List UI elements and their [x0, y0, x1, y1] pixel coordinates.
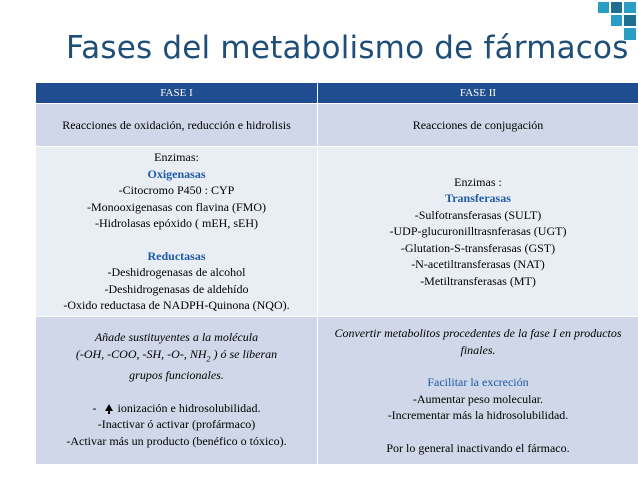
- enzymes-row: Enzimas: Oxigenasas -Citocromo P450 : CY…: [35, 146, 638, 317]
- effect-line: -Aumentar peso molecular.: [412, 391, 544, 406]
- function-fase-1: Añade sustituyentes a la molécula (-OH, …: [35, 316, 318, 465]
- effect-line: -Incrementar más la hidrosolubilidad.: [387, 408, 569, 422]
- enzyme-item: -Deshidrogenasas de alcohol: [107, 265, 246, 280]
- enzyme-item: -Glutation-S-transferasas (GST): [400, 240, 556, 255]
- phases-table: FASE I FASE II Reacciones de oxidación, …: [35, 82, 638, 465]
- effect-line: -Inactivar ó activar (profármaco): [97, 417, 256, 432]
- excretion-subtitle: Facilitar la excreción: [427, 375, 529, 389]
- enzimas-label: Enzimas :: [454, 174, 502, 189]
- header-row: FASE I FASE II: [35, 82, 638, 104]
- effect-line: - ionización e hidrosolubilidad.: [92, 400, 261, 415]
- reactions-fase-1: Reacciones de oxidación, reducción e hid…: [35, 103, 318, 147]
- reactions-row: Reacciones de oxidación, reducción e hid…: [35, 103, 638, 147]
- enzymes-fase-2: Enzimas : Transferasas -Sulfotransferasa…: [317, 146, 638, 317]
- function-line: grupos funcionales.: [129, 368, 224, 383]
- oxigenasas-title: Oxigenasas: [147, 166, 206, 181]
- enzyme-item: -N-acetiltransferasas (NAT): [411, 257, 545, 272]
- reductasas-title: Reductasas: [147, 248, 206, 263]
- transferasas-title: Transferasas: [445, 191, 511, 206]
- enzyme-item: -Deshidrogenasas de aldehído: [104, 281, 249, 296]
- header-fase-1: FASE I: [35, 82, 318, 104]
- function-line: Convertir metabolitos procedentes de la …: [334, 326, 622, 357]
- header-fase-2: FASE II: [317, 82, 638, 104]
- enzyme-item: -Monooxigenasas con flavina (FMO): [87, 199, 266, 214]
- enzyme-item: -Hidrolasas epóxido ( mEH, sEH): [95, 216, 258, 231]
- enzimas-label: Enzimas:: [154, 150, 199, 165]
- function-fase-2: Convertir metabolitos procedentes de la …: [317, 316, 638, 465]
- enzymes-fase-1: Enzimas: Oxigenasas -Citocromo P450 : CY…: [35, 146, 318, 317]
- enzyme-item: -Sulfotransferasas (SULT): [414, 207, 542, 222]
- enzyme-item: -Citocromo P450 : CYP: [118, 183, 235, 198]
- effect-line: -Activar más un producto (benéfico o tóx…: [66, 433, 287, 448]
- reactions-fase-2: Reacciones de conjugación: [317, 103, 638, 147]
- enzyme-item: -Oxido reductasa de NADPH-Quinona (NQO).: [63, 298, 290, 313]
- enzyme-item: -UDP-glucuronilltrasnferasas (UGT): [389, 224, 567, 239]
- enzyme-item: -Metiltransferasas (MT): [420, 273, 536, 288]
- corner-decoration: [598, 2, 636, 40]
- conclusion-line: Por lo general inactivando el fármaco.: [386, 440, 570, 455]
- function-row: Añade sustituyentes a la molécula (-OH, …: [35, 316, 638, 465]
- page-title: Fases del metabolismo de fármacos: [66, 30, 629, 66]
- function-line: (-OH, -COO, -SH, -O-, NH2 ) ó se liberan: [75, 346, 278, 363]
- function-line: Añade sustituyentes a la molécula: [94, 330, 259, 344]
- arrow-up-icon: [104, 403, 113, 414]
